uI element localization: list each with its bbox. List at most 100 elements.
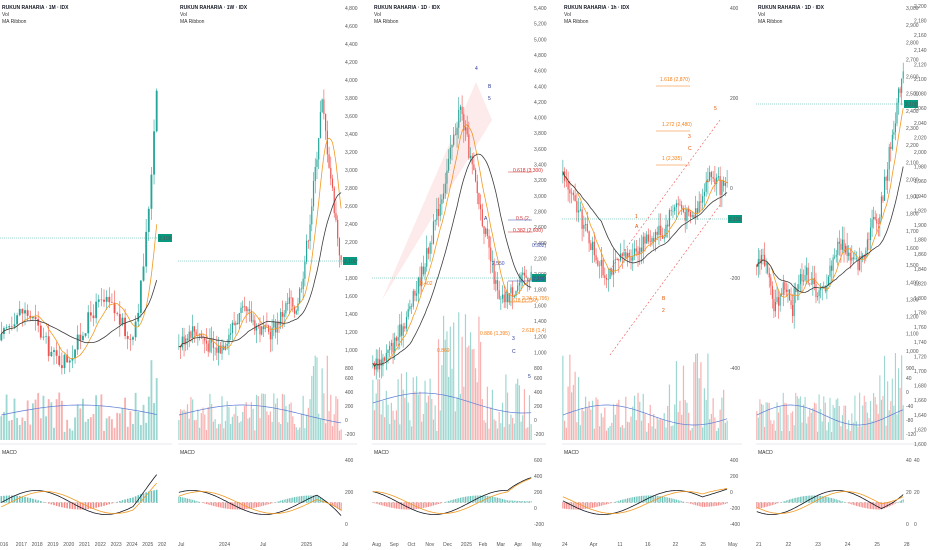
hourly-fib-label: 1.272 (2,480)	[662, 122, 692, 128]
volume-bar	[446, 331, 448, 440]
candle-body	[29, 315, 32, 319]
candle-body	[442, 193, 445, 200]
candle-body	[89, 312, 92, 316]
volume-bar	[569, 354, 571, 440]
macd-tick-label: 200	[534, 490, 543, 496]
volume-bar	[807, 416, 809, 440]
time-tick-label: Oct	[408, 542, 416, 548]
signal-line	[1, 482, 157, 514]
time-tick-label: 25	[700, 542, 706, 548]
candle-body	[459, 106, 462, 110]
macd-histogram-bar	[647, 495, 650, 503]
macd-histogram-bar	[330, 502, 332, 504]
candle-body	[231, 322, 233, 334]
hourly-wave-label: A	[635, 224, 639, 230]
volume-bar	[181, 410, 183, 440]
hourly-wave-label: C	[688, 146, 692, 152]
macd-histogram-bar	[276, 501, 278, 503]
volume-bar	[707, 353, 709, 440]
candle-body	[235, 322, 237, 326]
candle-body	[691, 215, 693, 217]
candle-body	[448, 158, 450, 171]
hourly-wave-label: 3	[688, 134, 691, 140]
candle-body	[233, 322, 235, 326]
candle-body	[583, 224, 585, 229]
macd-histogram-bar	[604, 502, 606, 505]
macd-histogram-bar	[119, 501, 121, 503]
volume-bar	[221, 396, 223, 440]
volume-bar	[579, 425, 581, 440]
volume-bar	[79, 408, 82, 440]
macd-histogram-bar	[784, 500, 786, 503]
candle-body	[287, 303, 289, 304]
candle-body	[898, 88, 900, 103]
macd-histogram-bar	[898, 501, 900, 503]
candle-body	[654, 231, 657, 242]
macd-histogram-bar	[245, 502, 247, 510]
macd-histogram-bar	[271, 502, 273, 504]
candle-body	[813, 278, 815, 285]
candle-body	[796, 289, 798, 293]
volume-bar	[644, 413, 646, 440]
macd-histogram-bar	[417, 502, 419, 509]
candle-body	[802, 280, 805, 282]
volume-bar	[328, 411, 330, 440]
volume-bar	[26, 400, 29, 440]
candle-body	[87, 312, 90, 334]
candle-body	[39, 325, 42, 338]
macd-tick-label: 400	[534, 474, 543, 480]
volume-bar	[476, 382, 478, 440]
volume-bar	[854, 395, 856, 440]
candle-body	[488, 235, 490, 248]
candle-body	[402, 326, 404, 336]
candle-body	[890, 146, 892, 149]
candle-body	[826, 285, 828, 292]
macd-histogram-bar	[623, 499, 625, 503]
macd-histogram-bar	[392, 502, 394, 509]
macd-histogram-bar	[714, 502, 716, 507]
candle-body	[79, 334, 82, 341]
macd-histogram-bar	[515, 500, 517, 503]
volume-bar	[710, 413, 713, 440]
candle-body	[238, 313, 240, 325]
right-axis-tick: 2,100	[914, 77, 927, 83]
current-price-tag	[904, 100, 918, 108]
candle-body	[113, 302, 116, 314]
time-tick-label: 22	[673, 542, 679, 548]
volume-tick-label: -120	[906, 432, 916, 438]
volume-bar	[668, 384, 671, 440]
volume-bar	[654, 428, 657, 440]
candle-body	[626, 252, 629, 258]
volume-bar	[50, 402, 53, 440]
volume-bar	[280, 424, 282, 440]
macd-histogram-bar	[618, 500, 620, 503]
macd-histogram-bar	[593, 502, 595, 508]
volume-bar	[773, 420, 775, 440]
candle-body	[434, 220, 436, 222]
candle-body	[24, 310, 26, 314]
candle-body	[390, 342, 392, 347]
candle-body	[633, 248, 636, 256]
volume-ma-line	[372, 392, 532, 414]
volume-bar	[621, 425, 623, 440]
volume-bar	[658, 419, 660, 440]
volume-bar	[765, 402, 767, 440]
volume-bar	[790, 412, 792, 440]
volume-bar	[108, 416, 111, 440]
macd-histogram-bar	[859, 502, 861, 507]
time-tick-label: 28	[904, 542, 910, 548]
price-tick-label: 1,100	[906, 332, 919, 338]
macd-histogram-bar	[726, 502, 728, 504]
macd-histogram-bar	[185, 498, 187, 503]
macd-histogram-bar	[422, 502, 424, 508]
macd-histogram-bar	[827, 497, 829, 503]
volume-bar	[609, 425, 611, 440]
volume-bar	[688, 412, 690, 440]
volume-bar	[378, 379, 381, 440]
candle-body	[186, 338, 189, 340]
